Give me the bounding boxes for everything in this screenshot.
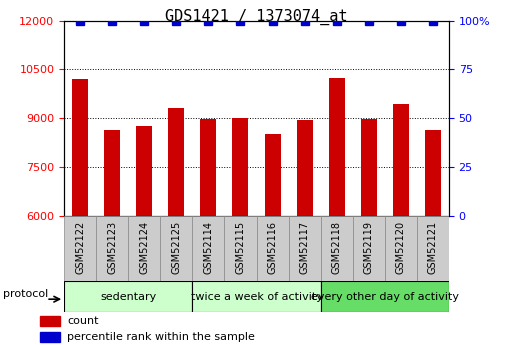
Bar: [192, 216, 225, 281]
Bar: [417, 216, 449, 281]
Bar: [425, 129, 441, 216]
Bar: [192, 281, 321, 312]
Bar: [353, 216, 385, 281]
Bar: [136, 126, 152, 216]
Text: GSM52120: GSM52120: [396, 221, 406, 274]
Bar: [256, 216, 288, 281]
Bar: [288, 216, 321, 281]
Text: GSM52121: GSM52121: [428, 221, 438, 274]
Text: count: count: [67, 316, 98, 326]
Text: sedentary: sedentary: [100, 292, 156, 302]
Bar: [297, 120, 312, 216]
Bar: [64, 216, 96, 281]
Text: GSM52114: GSM52114: [204, 221, 213, 274]
Bar: [232, 118, 248, 216]
Text: GSM52115: GSM52115: [235, 221, 245, 274]
Bar: [72, 79, 88, 216]
Bar: [393, 104, 409, 216]
Bar: [225, 216, 256, 281]
Text: GSM52125: GSM52125: [171, 221, 181, 274]
Bar: [160, 216, 192, 281]
Bar: [64, 281, 192, 312]
Text: every other day of activity: every other day of activity: [311, 292, 459, 302]
Bar: [104, 129, 120, 216]
Bar: [361, 119, 377, 216]
Bar: [168, 108, 184, 216]
Bar: [321, 216, 353, 281]
Bar: [40, 315, 60, 326]
Text: GSM52119: GSM52119: [364, 221, 373, 274]
Text: GSM52124: GSM52124: [140, 221, 149, 274]
Text: GSM52117: GSM52117: [300, 221, 309, 274]
Text: GSM52118: GSM52118: [332, 221, 342, 274]
Text: twice a week of activity: twice a week of activity: [190, 292, 323, 302]
Text: GDS1421 / 1373074_at: GDS1421 / 1373074_at: [165, 9, 348, 25]
Bar: [201, 119, 216, 216]
Bar: [128, 216, 160, 281]
Bar: [385, 216, 417, 281]
Bar: [96, 216, 128, 281]
Bar: [40, 332, 60, 342]
Bar: [265, 135, 281, 216]
Text: GSM52122: GSM52122: [75, 221, 85, 274]
Bar: [329, 78, 345, 216]
Text: GSM52116: GSM52116: [268, 221, 278, 274]
Text: GSM52123: GSM52123: [107, 221, 117, 274]
Text: percentile rank within the sample: percentile rank within the sample: [67, 332, 255, 342]
Bar: [321, 281, 449, 312]
Text: protocol: protocol: [3, 289, 48, 299]
